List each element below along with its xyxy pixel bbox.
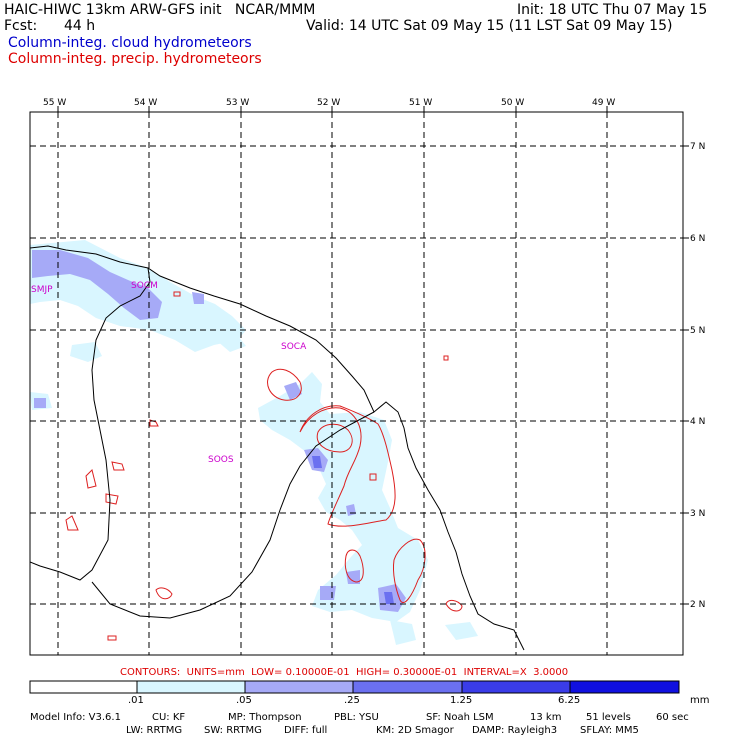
precip-contours	[65, 291, 463, 641]
coastlines-borders	[30, 245, 525, 651]
lat-label-6n: 6 N	[690, 234, 705, 244]
colorbar-bin-0	[29, 680, 138, 694]
colorbar-units: mm	[690, 695, 710, 706]
colorbar-tick-2: .25	[344, 695, 360, 706]
footer-timestep: 60 sec	[656, 712, 689, 723]
footer-pbl: PBL: YSU	[334, 712, 379, 723]
lon-label-50w: 50 W	[501, 98, 524, 108]
footer-diff: DIFF: full	[284, 725, 328, 736]
station-soos: SOOS	[208, 455, 234, 465]
footer-damp: DAMP: Rayleigh3	[472, 725, 558, 736]
lon-label-55w: 55 W	[43, 98, 66, 108]
cloud-field-label: Column-integ. cloud hydrometeors	[8, 35, 252, 51]
footer-model-version: Model Info: V3.6.1	[30, 712, 121, 723]
footer-sw: SW: RRTMG	[204, 725, 262, 736]
latlon-grid	[30, 112, 683, 655]
lon-label-53w: 53 W	[226, 98, 249, 108]
forecast-label: Fcst:	[4, 18, 38, 34]
colorbar-bin-5	[569, 680, 680, 694]
footer-mp: MP: Thompson	[228, 712, 302, 723]
lat-label-4n: 4 N	[690, 417, 705, 427]
colorbar-bin-3	[352, 680, 463, 694]
lon-label-49w: 49 W	[592, 98, 615, 108]
plot-title: HAIC-HIWC 13km ARW-GFS init NCAR/MMM	[4, 2, 316, 18]
lat-label-3n: 3 N	[690, 509, 705, 519]
map-frame	[29, 111, 684, 656]
lat-label-2n: 2 N	[690, 600, 705, 610]
axis-ticks	[57, 106, 689, 605]
colorbar-tick-3: 1.25	[450, 695, 473, 706]
colorbar-bin-4	[461, 680, 571, 694]
valid-time: Valid: 14 UTC Sat 09 May 15 (11 LST Sat …	[306, 18, 673, 34]
colorbar-tick-0: .01	[128, 695, 144, 706]
footer-levels: 51 levels	[586, 712, 631, 723]
colorbar-bin-2	[244, 680, 354, 694]
footer-resolution: 13 km	[530, 712, 562, 723]
colorbar-bin-1	[136, 680, 246, 694]
lon-label-52w: 52 W	[317, 98, 340, 108]
lat-label-5n: 5 N	[690, 326, 705, 336]
precip-field-label: Column-integ. precip. hydrometeors	[8, 51, 262, 67]
footer-sflay: SFLAY: MM5	[580, 725, 639, 736]
contours-info: CONTOURS: UNITS=mm LOW= 0.10000E-01 HIGH…	[120, 667, 569, 678]
shading-layer	[30, 240, 478, 645]
station-socm: SOCM	[131, 281, 158, 291]
colorbar	[29, 680, 680, 694]
footer-lw: LW: RRTMG	[126, 725, 183, 736]
footer-km: KM: 2D Smagor	[376, 725, 454, 736]
forecast-value: 44 h	[64, 18, 96, 34]
lon-label-54w: 54 W	[134, 98, 157, 108]
init-time: Init: 18 UTC Thu 07 May 15	[517, 2, 708, 18]
colorbar-tick-1: .05	[236, 695, 252, 706]
footer-cu: CU: KF	[152, 712, 186, 723]
station-smjp: SMJP	[31, 285, 53, 295]
footer-sf: SF: Noah LSM	[426, 712, 494, 723]
lat-label-7n: 7 N	[690, 142, 705, 152]
lon-label-51w: 51 W	[409, 98, 432, 108]
station-soca: SOCA	[281, 342, 307, 352]
colorbar-tick-4: 6.25	[558, 695, 581, 706]
